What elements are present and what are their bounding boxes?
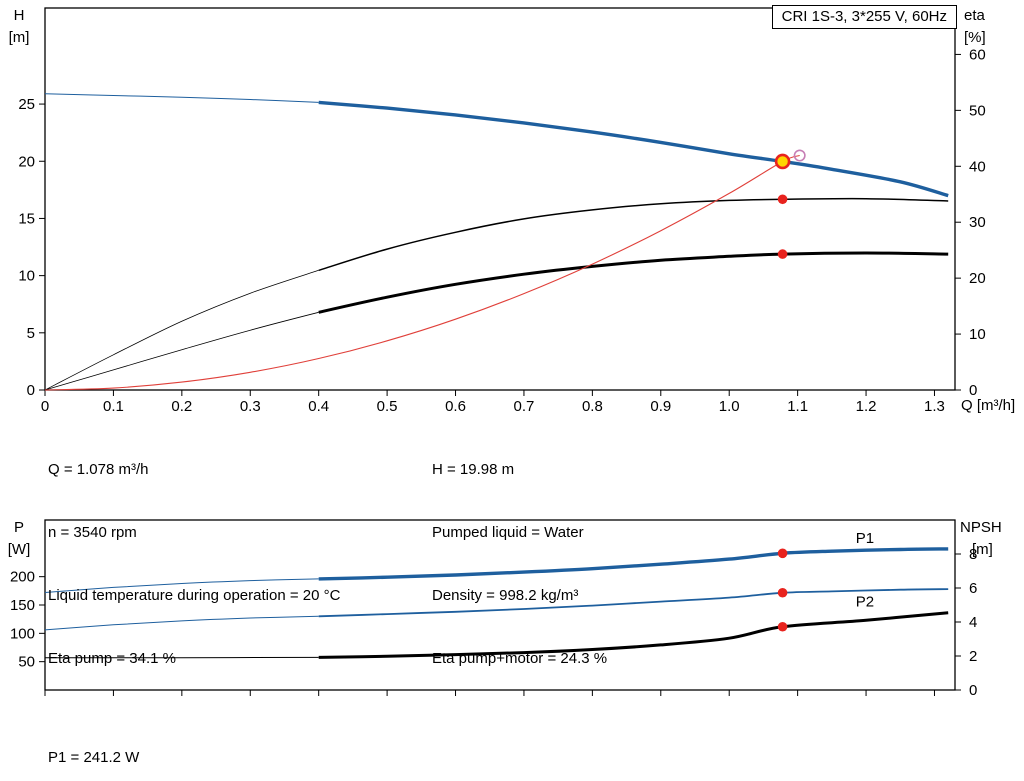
p1-point-marker — [777, 548, 788, 559]
power-annotations: P1 = 241.2 W P2 = 171.6 W NPSH = 3.72 m — [48, 705, 153, 781]
x-tick-label: 0.7 — [514, 398, 535, 415]
pump-model-label: CRI 1S-3, 3*255 V, 60Hz — [771, 5, 957, 29]
eta-pump-value: Eta pump = 34.1 % — [48, 650, 176, 667]
x-tick-label: 0.9 — [650, 398, 671, 415]
y-right-tick-label: 50 — [969, 102, 986, 119]
y-left-tick-label: 25 — [18, 96, 35, 113]
y-left-tick-label: 20 — [18, 153, 35, 170]
x-tick-label: 1.3 — [924, 398, 945, 415]
eta-pump-curve — [318, 197, 949, 272]
q-value: Q = 1.078 m³/h — [48, 461, 149, 478]
hq-eta-frame — [44, 7, 956, 391]
x-tick-label: 0.6 — [445, 398, 466, 415]
y-right-tick-label: 30 — [969, 214, 986, 231]
x-axis-title: Q [m³/h] — [961, 397, 1015, 414]
duty-annotations-right: H = 19.98 m Pumped liquid = Water Densit… — [432, 417, 607, 711]
x-tick-label: 0 — [41, 398, 49, 415]
p1-curve-lead — [44, 578, 319, 593]
y-right-tick-label: 10 — [969, 326, 986, 343]
duty-annotations-left: Q = 1.078 m³/h n = 3540 rpm Liquid tempe… — [48, 417, 340, 711]
eta-pump-motor-lead — [44, 311, 319, 391]
right-axis-unit: [%] — [964, 29, 986, 46]
y-left-tick-label: 50 — [18, 654, 35, 671]
y-right-tick-label: 40 — [969, 158, 986, 175]
rated-point-marker — [793, 149, 806, 162]
liquid-temperature-value: Liquid temperature during operation = 20… — [48, 587, 341, 604]
eta-pump-point-marker — [777, 194, 788, 205]
p1-curve — [318, 547, 949, 581]
npsh-point-marker — [777, 621, 788, 632]
npsh-curve — [318, 611, 949, 659]
right-axis-title: eta — [964, 7, 986, 24]
y-right-tick-label: 0 — [969, 682, 977, 699]
p2-point-marker — [777, 587, 788, 598]
y-right-tick-label: 20 — [969, 270, 986, 287]
y-right-tick-label: 60 — [969, 46, 986, 63]
left-axis-unit: [W] — [8, 541, 31, 558]
y-right-tick-label: 2 — [969, 648, 977, 665]
eta-pump-motor-curve — [318, 251, 949, 314]
p2-curve-lead — [44, 615, 319, 631]
left-axis-title: P — [14, 519, 24, 536]
x-tick-label: 0.3 — [240, 398, 261, 415]
x-tick-label: 0.5 — [377, 398, 398, 415]
duty-point-marker — [774, 153, 791, 170]
system-curve — [44, 154, 800, 391]
x-tick-label: 0.8 — [582, 398, 603, 415]
right-axis-unit: [m] — [972, 541, 993, 558]
p2-curve — [318, 588, 949, 618]
left-axis-unit: [m] — [9, 29, 30, 46]
y-right-tick-label: 4 — [969, 614, 977, 631]
eta-pump-motor-value: Eta pump+motor = 24.3 % — [432, 650, 608, 667]
speed-value: n = 3540 rpm — [48, 524, 137, 541]
h-value: H = 19.98 m — [432, 461, 515, 478]
x-tick-label: 0.2 — [171, 398, 192, 415]
x-tick-label: 0.4 — [308, 398, 329, 415]
power-npsh-chart: 50 100 150 200 0 2 4 6 8 P [W] NPSH [m] P1 P2 — [8, 519, 1002, 699]
density-value: Density = 998.2 kg/m³ — [432, 587, 579, 604]
x-tick-label: 1.0 — [719, 398, 740, 415]
x-tick-label: 0.1 — [103, 398, 124, 415]
head-curve — [318, 100, 949, 198]
y-left-tick-label: 10 — [18, 268, 35, 285]
y-left-tick-label: 15 — [18, 210, 35, 227]
right-axis-title: NPSH — [960, 519, 1002, 536]
y-right-tick-label: 0 — [969, 382, 977, 399]
y-right-tick-label: 8 — [969, 546, 977, 563]
y-left-tick-label: 200 — [10, 569, 35, 586]
y-left-tick-label: 150 — [10, 597, 35, 614]
p1-value: P1 = 241.2 W — [48, 749, 140, 766]
y-right-tick-label: 6 — [969, 580, 977, 597]
p2-series-label: P2 — [856, 594, 874, 611]
head-curve-lead — [44, 93, 319, 103]
y-left-tick-label: 100 — [10, 625, 35, 642]
x-tick-label: 1.2 — [856, 398, 877, 415]
eta-pump-lead — [44, 269, 319, 391]
x-tick-label: 1.1 — [787, 398, 808, 415]
pumped-liquid-value: Pumped liquid = Water — [432, 524, 584, 541]
hq-eta-chart: 0 0.1 0.2 0.3 0.4 0.5 0.6 0.7 0.8 0.9 1.0 1.1 1.2 1.3… — [9, 7, 1016, 415]
p1-series-label: P1 — [856, 530, 874, 547]
y-left-tick-label: 5 — [27, 325, 35, 342]
eta-pump-motor-point-marker — [777, 249, 788, 259]
y-left-tick-label: 0 — [27, 382, 35, 399]
left-axis-title: H — [14, 7, 25, 24]
